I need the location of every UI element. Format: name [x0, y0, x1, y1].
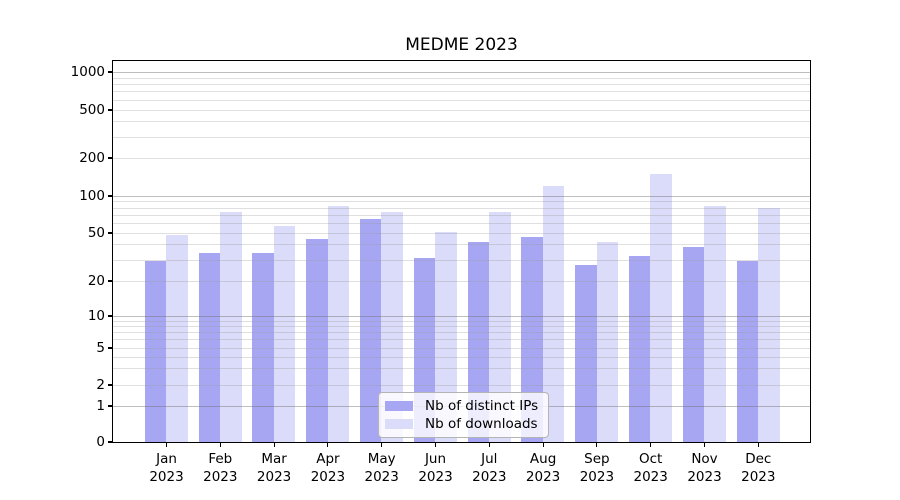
- x-tick-label: Oct 2023: [633, 451, 668, 485]
- bar-downloads-jan: [166, 234, 188, 442]
- y-tick-mark: [108, 347, 113, 349]
- legend: Nb of distinct IPs Nb of downloads: [378, 392, 549, 438]
- y-tick-mark: [108, 384, 113, 386]
- x-tick-label: Sep 2023: [579, 451, 615, 485]
- plot-area: [112, 59, 811, 443]
- x-tick-mark: [596, 443, 598, 448]
- y-tick-label: 20: [87, 273, 105, 289]
- x-tick-mark: [165, 443, 168, 448]
- bar-downloads-oct: [650, 173, 672, 442]
- y-tick-label: 10: [87, 308, 105, 324]
- y-tick-label: 1: [96, 398, 105, 414]
- bar-downloads-jul: [489, 211, 511, 442]
- x-tick-mark: [757, 443, 759, 448]
- bar-distinct-ips-feb: [198, 252, 221, 442]
- y-tick-mark: [108, 232, 113, 234]
- x-tick-mark: [703, 443, 706, 448]
- legend-item-downloads: Nb of downloads: [385, 416, 542, 432]
- x-tick-mark: [488, 443, 490, 448]
- legend-label-distinct-ips: Nb of distinct IPs: [425, 398, 539, 414]
- gridline-major: [113, 71, 810, 73]
- x-tick-label: Jun 2023: [418, 451, 453, 485]
- bar-distinct-ips-mar: [252, 252, 274, 442]
- x-tick-mark: [219, 443, 221, 448]
- legend-swatch-distinct-ips: [385, 401, 413, 411]
- y-tick-mark: [108, 71, 113, 73]
- x-tick-label: Mar 2023: [256, 451, 292, 485]
- gridline-minor: [113, 121, 810, 123]
- y-tick-label: 1000: [70, 64, 105, 80]
- y-tick-mark: [108, 315, 113, 317]
- y-tick-label: 200: [79, 150, 105, 166]
- y-tick-label: 50: [87, 225, 105, 241]
- y-tick-label: 0: [96, 434, 105, 450]
- y-tick-mark: [108, 109, 113, 111]
- gridline-minor: [113, 136, 810, 138]
- x-tick-mark: [650, 443, 652, 448]
- y-tick-label: 100: [79, 188, 105, 204]
- x-tick-label: Apr 2023: [310, 451, 346, 485]
- bar-downloads-sep: [596, 241, 619, 442]
- x-tick-label: Aug 2023: [525, 451, 561, 485]
- legend-item-distinct-ips: Nb of distinct IPs: [385, 398, 542, 414]
- y-tick-mark: [108, 441, 113, 443]
- x-tick-label: Feb 2023: [203, 451, 238, 485]
- gridline-minor: [113, 99, 810, 101]
- x-tick-label: Dec 2023: [741, 451, 776, 485]
- gridline-minor: [113, 109, 810, 111]
- gridline-minor: [113, 84, 810, 86]
- x-tick-label: May 2023: [364, 451, 399, 485]
- y-tick-mark: [108, 405, 113, 407]
- bar-distinct-ips-apr: [306, 239, 328, 442]
- y-tick-label: 500: [79, 102, 105, 118]
- x-tick-label: Nov 2023: [687, 451, 722, 485]
- bar-distinct-ips-sep: [575, 265, 597, 442]
- y-tick-label: 2: [96, 377, 105, 393]
- x-tick-mark: [273, 443, 275, 448]
- bar-downloads-feb: [220, 211, 242, 442]
- bar-downloads-may: [381, 211, 403, 442]
- bar-downloads-dec: [758, 207, 780, 442]
- x-tick-mark: [381, 443, 383, 448]
- y-tick-mark: [108, 195, 113, 197]
- y-tick-label: 5: [96, 340, 105, 356]
- gridline-minor: [113, 77, 810, 79]
- gridline-minor: [113, 201, 810, 203]
- legend-label-downloads: Nb of downloads: [425, 416, 538, 432]
- x-tick-mark: [434, 443, 437, 448]
- gridline-minor: [113, 91, 810, 93]
- bar-distinct-ips-aug: [521, 237, 543, 442]
- bar-distinct-ips-may: [359, 218, 382, 442]
- x-tick-mark: [327, 443, 329, 448]
- bar-downloads-jun: [435, 231, 457, 442]
- bar-downloads-mar: [273, 225, 296, 442]
- x-tick-mark: [542, 443, 544, 448]
- legend-swatch-downloads: [385, 419, 413, 429]
- bar-downloads-apr: [327, 205, 350, 442]
- gridline-minor: [113, 157, 810, 159]
- y-tick-mark: [108, 157, 113, 159]
- bar-downloads-nov: [704, 205, 726, 442]
- gridline-major: [113, 195, 810, 197]
- x-tick-label: Jan 2023: [149, 451, 184, 485]
- bar-distinct-ips-nov: [682, 247, 705, 442]
- y-tick-mark: [108, 280, 113, 282]
- x-tick-label: Jul 2023: [472, 451, 507, 485]
- bar-distinct-ips-jan: [144, 261, 167, 442]
- bar-downloads-aug: [542, 185, 565, 442]
- chart-title: MEDME 2023: [405, 35, 518, 55]
- bar-distinct-ips-oct: [628, 256, 651, 442]
- bar-distinct-ips-dec: [736, 261, 759, 442]
- bar-distinct-ips-jul: [467, 241, 490, 442]
